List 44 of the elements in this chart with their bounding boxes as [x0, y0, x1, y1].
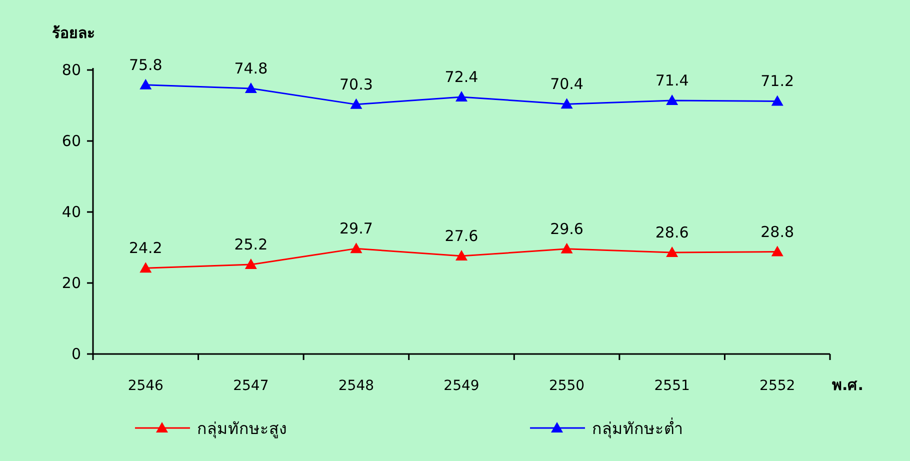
point: [456, 90, 468, 102]
data-label: 75.8: [128, 56, 162, 74]
point: [350, 242, 362, 254]
x-tick-label: 2546: [128, 378, 164, 394]
data-label: 25.2: [234, 236, 268, 254]
point: [771, 246, 784, 256]
data-label: 28.6: [655, 223, 689, 242]
y-tick-label: 60: [62, 132, 81, 150]
point: [666, 246, 678, 257]
point: [560, 98, 573, 109]
data-label: 24.2: [128, 239, 162, 258]
x-tick-label: 2547: [233, 378, 269, 394]
x-tick-label: 2548: [338, 378, 374, 394]
data-label: 28.8: [760, 222, 794, 241]
legend-label: กลุ่มทักษะต่ำ: [592, 417, 683, 439]
y-tick-label: 80: [62, 61, 81, 79]
point: [666, 94, 678, 106]
data-label: 71.2: [760, 72, 794, 90]
data-label: 27.6: [444, 227, 478, 246]
y-tick-label: 40: [62, 203, 81, 221]
point: [140, 78, 152, 90]
point: [140, 262, 152, 273]
y-tick-label: 20: [62, 274, 81, 292]
data-label: 70.3: [340, 75, 373, 94]
point: [771, 95, 784, 106]
x-axis-title: พ.ศ.: [832, 376, 864, 394]
x-tick-label: 2549: [444, 378, 480, 394]
legend-label: กลุ่มทักษะสูง: [197, 419, 287, 439]
data-label: 74.8: [234, 59, 268, 78]
y-axis-title: ร้อยละ: [52, 24, 95, 42]
point: [244, 258, 257, 270]
point: [560, 242, 573, 254]
point: [350, 98, 362, 109]
data-label: 70.4: [550, 75, 584, 94]
data-label: 72.4: [444, 68, 478, 86]
data-label: 71.4: [655, 72, 689, 90]
data-label: 29.7: [340, 220, 373, 238]
point: [244, 82, 257, 93]
x-tick-label: 2551: [654, 378, 690, 394]
x-tick-label: 2552: [760, 378, 796, 394]
data-label: 29.6: [550, 220, 584, 238]
y-tick-label: 0: [71, 345, 81, 363]
x-tick-label: 2550: [548, 378, 585, 394]
point: [456, 250, 468, 261]
